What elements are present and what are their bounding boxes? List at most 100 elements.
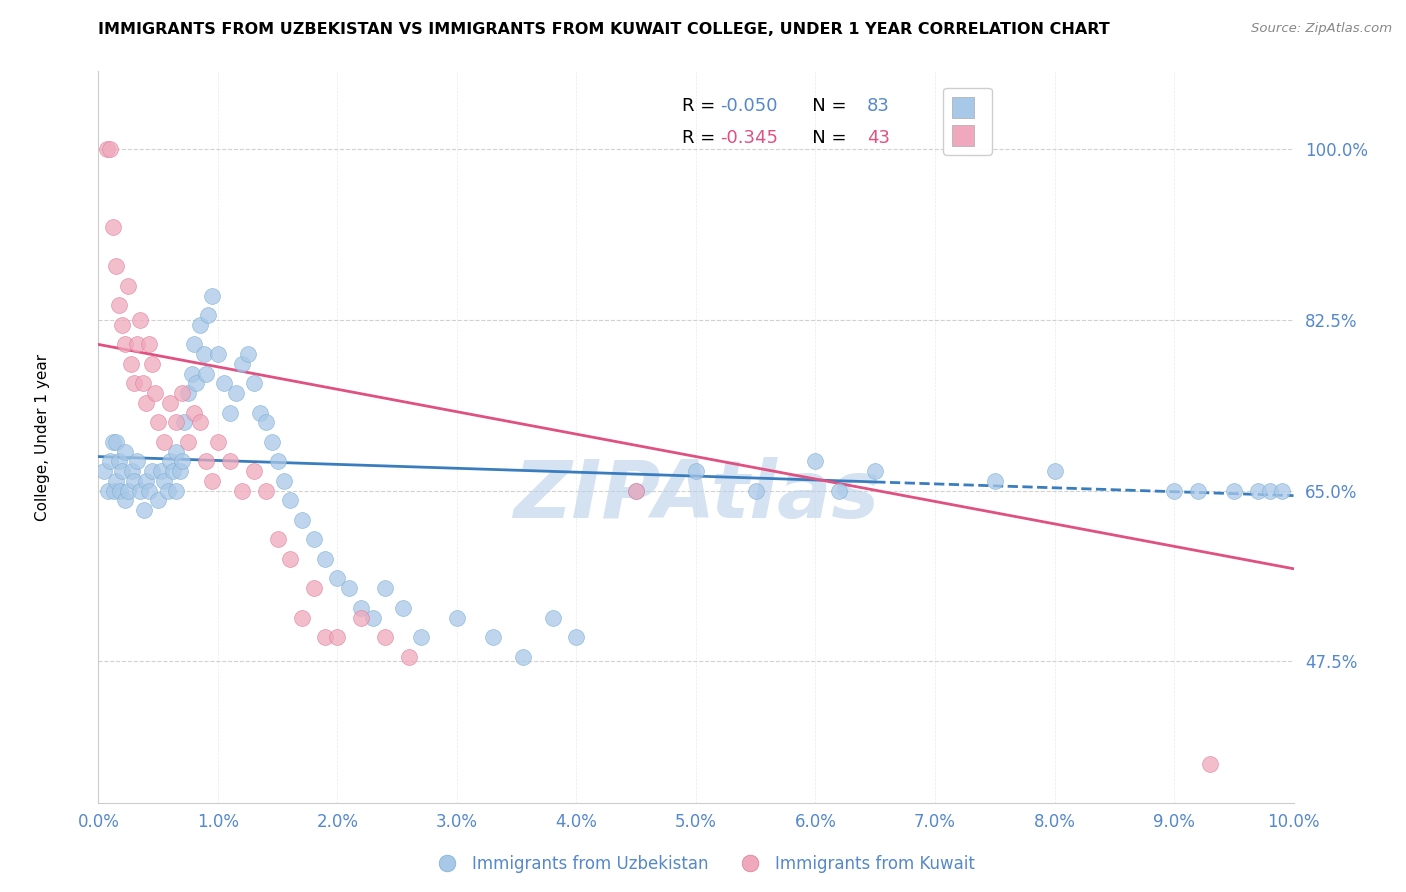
Point	[114, 444, 136, 458]
Point	[207, 434, 229, 449]
Point	[267, 454, 290, 468]
Point	[225, 386, 247, 401]
Point	[1246, 483, 1268, 498]
Point	[1258, 483, 1281, 498]
Point	[685, 464, 707, 478]
Point	[231, 483, 253, 498]
Point	[129, 313, 152, 327]
Point	[446, 610, 468, 624]
Point	[188, 416, 211, 430]
Text: -0.345: -0.345	[720, 129, 778, 147]
Legend: Immigrants from Uzbekistan, Immigrants from Kuwait: Immigrants from Uzbekistan, Immigrants f…	[425, 848, 981, 880]
Point	[290, 513, 312, 527]
Point	[314, 552, 337, 566]
Point	[105, 260, 128, 274]
Point	[93, 464, 115, 478]
Point	[361, 610, 384, 624]
Point	[105, 474, 128, 488]
Y-axis label: College, Under 1 year: College, Under 1 year	[35, 353, 49, 521]
Point	[148, 493, 170, 508]
Point	[201, 288, 224, 302]
Point	[1043, 464, 1066, 478]
Point	[278, 552, 301, 566]
Point	[117, 279, 139, 293]
Point	[197, 308, 219, 322]
Point	[125, 454, 148, 468]
Point	[108, 483, 131, 498]
Point	[162, 464, 184, 478]
Point	[172, 386, 194, 401]
Point	[135, 396, 157, 410]
Point	[260, 434, 283, 449]
Point	[98, 142, 122, 156]
Point	[193, 347, 215, 361]
Point	[1198, 756, 1220, 771]
Point	[124, 376, 146, 391]
Point	[512, 649, 534, 664]
Point	[194, 454, 218, 468]
Point	[1271, 483, 1294, 498]
Point	[107, 298, 129, 312]
Point	[180, 367, 202, 381]
Text: IMMIGRANTS FROM UZBEKISTAN VS IMMIGRANTS FROM KUWAIT COLLEGE, UNDER 1 YEAR CORRE: IMMIGRANTS FROM UZBEKISTAN VS IMMIGRANTS…	[98, 22, 1111, 37]
Point	[290, 610, 312, 624]
Point	[243, 464, 266, 478]
Point	[745, 483, 768, 498]
Point	[148, 416, 170, 430]
Point	[143, 386, 166, 401]
Point	[186, 376, 208, 391]
Point	[194, 367, 218, 381]
Point	[165, 416, 187, 430]
Point	[111, 464, 134, 478]
Point	[236, 347, 259, 361]
Point	[169, 464, 191, 478]
Text: ZIPAtlas: ZIPAtlas	[513, 457, 879, 534]
Point	[249, 406, 271, 420]
Point	[411, 630, 433, 644]
Point	[302, 581, 325, 595]
Point	[159, 396, 181, 410]
Point	[219, 406, 242, 420]
Text: -0.050: -0.050	[720, 97, 778, 115]
Point	[481, 630, 503, 644]
Point	[165, 483, 187, 498]
Point	[219, 454, 242, 468]
Text: N =: N =	[796, 129, 852, 147]
Point	[135, 474, 157, 488]
Point	[125, 337, 148, 351]
Point	[326, 572, 349, 586]
Point	[172, 454, 194, 468]
Point	[107, 454, 129, 468]
Point	[212, 376, 235, 391]
Point	[132, 503, 155, 517]
Point	[804, 454, 827, 468]
Point	[188, 318, 211, 332]
Point	[314, 630, 337, 644]
Point	[863, 464, 886, 478]
Point	[326, 630, 349, 644]
Point	[565, 630, 588, 644]
Point	[173, 416, 195, 430]
Legend: , : ,	[943, 87, 991, 154]
Text: R =: R =	[682, 129, 721, 147]
Point	[177, 434, 200, 449]
Point	[105, 434, 128, 449]
Point	[350, 600, 373, 615]
Point	[541, 610, 564, 624]
Point	[254, 416, 277, 430]
Point	[374, 630, 396, 644]
Point	[201, 474, 224, 488]
Point	[302, 533, 325, 547]
Text: 83: 83	[868, 97, 890, 115]
Point	[350, 610, 373, 624]
Point	[98, 454, 122, 468]
Point	[828, 483, 851, 498]
Point	[624, 483, 647, 498]
Text: Source: ZipAtlas.com: Source: ZipAtlas.com	[1251, 22, 1392, 36]
Point	[983, 474, 1005, 488]
Text: N =: N =	[796, 97, 852, 115]
Point	[141, 464, 163, 478]
Point	[1163, 483, 1185, 498]
Point	[131, 376, 153, 391]
Point	[124, 474, 146, 488]
